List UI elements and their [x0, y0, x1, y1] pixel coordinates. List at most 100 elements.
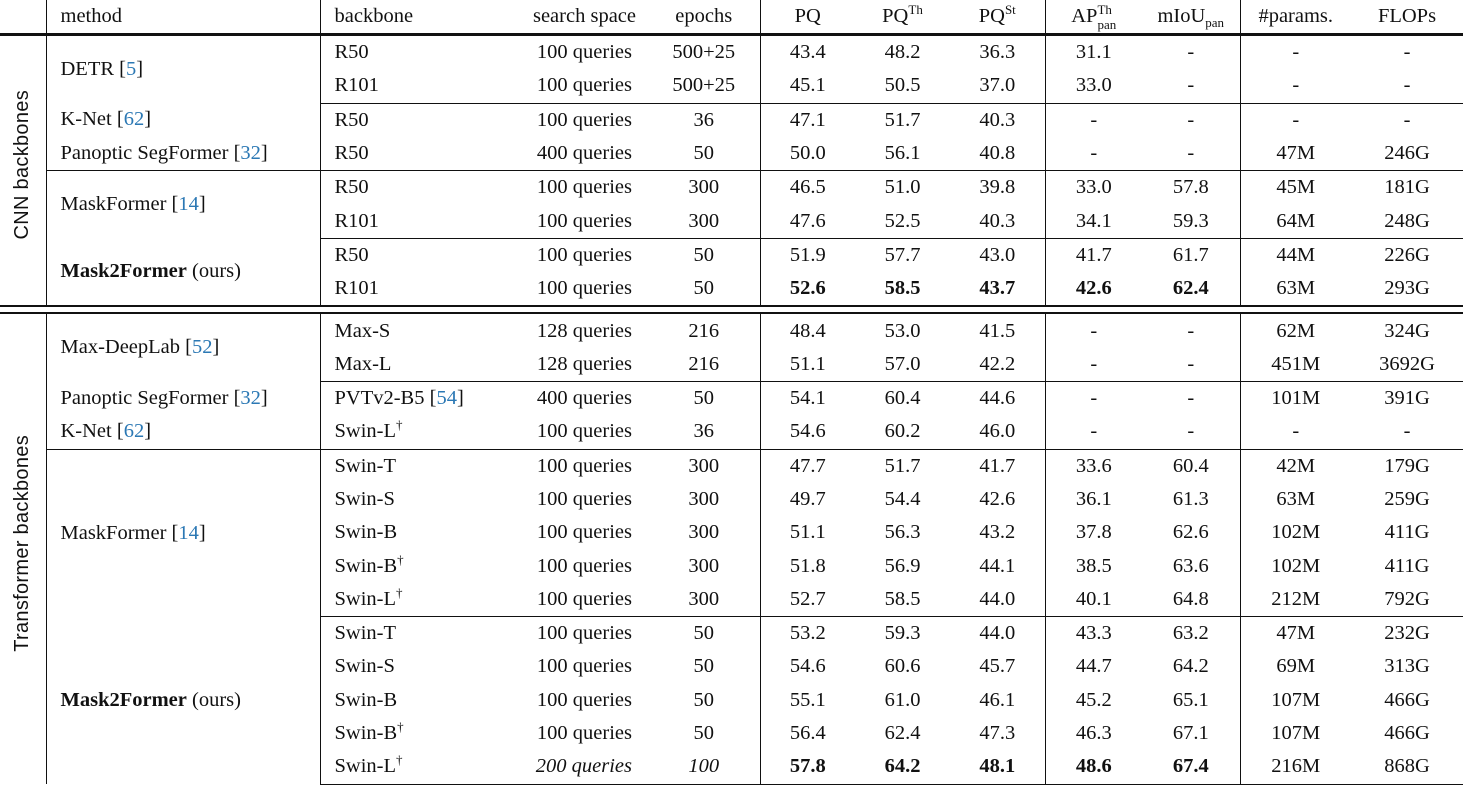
- citation-link[interactable]: 32: [240, 386, 261, 409]
- citation-link[interactable]: 54: [436, 387, 457, 410]
- search-space-cell: 128 queries: [536, 319, 632, 342]
- backbone-cell: Swin-S: [320, 483, 488, 516]
- flops-cell: 293G: [1351, 272, 1463, 307]
- backbone-name: R101: [334, 74, 379, 97]
- table-row: K-Net [62] R50 100 queries 36 47.1 51.7 40.3 - -…: [0, 103, 1463, 137]
- backbone-name: Swin-S: [334, 655, 395, 678]
- flops-cell: -: [1351, 415, 1463, 450]
- flops-cell: 3692G: [1351, 347, 1463, 382]
- table-row: Swin-B 100 queries 50 55.1 61.0 46.1 45.2 65.1 1…: [0, 683, 1463, 717]
- method-cell: K-Net [62]: [46, 415, 321, 450]
- citation-link[interactable]: 62: [123, 420, 145, 443]
- ap-cell: 45.2: [1075, 688, 1112, 711]
- search-space-cell: 100 queries: [488, 415, 648, 450]
- backbone-cell: Swin-S: [320, 650, 488, 683]
- citation-link[interactable]: 52: [191, 336, 213, 359]
- miou-cell: -: [1142, 415, 1241, 450]
- section-label-cell: Transformer backbones: [0, 313, 47, 785]
- backbone-cell: Max-S: [320, 313, 488, 347]
- epochs-cell: 36: [648, 103, 761, 137]
- backbone-cell: R101: [320, 69, 488, 104]
- epochs-cell: 300: [648, 582, 761, 618]
- miou-cell: 63.2: [1142, 616, 1241, 651]
- pq-cell: 49.7: [789, 488, 826, 510]
- backbone-name: R101: [334, 277, 379, 300]
- backbone-name: Swin-S: [334, 488, 395, 510]
- ap-sub: pan: [1097, 17, 1117, 33]
- pq-cell: 54.6: [760, 415, 855, 450]
- miou-cell: -: [1142, 136, 1241, 172]
- miou-cell: 63.6: [1142, 549, 1241, 583]
- pq-cell: 54.1: [789, 387, 826, 410]
- backbone-name: R50: [334, 142, 369, 165]
- epochs-cell: 50: [648, 716, 761, 751]
- method-cell: K-Net [62]: [46, 103, 321, 137]
- pq-th-cell: 51.7: [884, 454, 921, 477]
- params-cell: 107M: [1271, 722, 1321, 745]
- citation-link[interactable]: 5: [125, 58, 137, 81]
- params-cell: 64M: [1240, 204, 1351, 239]
- header-flops: FLOPs: [1351, 0, 1463, 36]
- backbone-name: Swin-T: [334, 454, 397, 477]
- pq-st-cell: 37.0: [950, 69, 1046, 104]
- epochs-cell: 300: [648, 482, 761, 517]
- citation-link[interactable]: 32: [240, 142, 261, 165]
- epochs-cell: 50: [648, 238, 761, 273]
- pq-th-cell: 54.4: [884, 488, 921, 510]
- params-cell: 44M: [1276, 243, 1316, 266]
- flops-cell: 259G: [1384, 488, 1430, 510]
- backbone-cell: Swin-L†: [320, 582, 488, 618]
- miou-cell: 64.2: [1142, 650, 1241, 684]
- params-cell: 63M: [1276, 488, 1316, 510]
- method-suffix: (ours): [192, 260, 241, 283]
- table-row: Max-L 128 queries 216 51.1 57.0 42.2- -451M 369…: [0, 347, 1463, 382]
- pq-st-cell: 44.1: [950, 549, 1046, 583]
- miou-cell: -: [1142, 347, 1241, 382]
- params-cell: 62M: [1276, 319, 1316, 342]
- pq-th-cell: 56.3: [884, 521, 921, 544]
- flops-cell: -: [1351, 69, 1463, 104]
- search-space-cell: 100 queries: [536, 688, 632, 711]
- pq-th-cell: 58.5: [855, 272, 950, 307]
- citation-link[interactable]: 14: [178, 521, 199, 544]
- pq-st-cell: 40.3: [950, 204, 1046, 239]
- search-space-cell: 400 queries: [536, 387, 632, 410]
- backbone-name: Swin-T: [334, 622, 397, 645]
- header-backbone: backbone: [320, 0, 488, 36]
- params-cell: 45M: [1276, 176, 1316, 199]
- ap-cell: 33.0: [1075, 176, 1112, 199]
- backbone-cell: Swin-L†: [320, 415, 488, 450]
- table-row: Swin-B† 100 queries 50 56.4 62.4 47.3 46.3 67.1…: [0, 716, 1463, 751]
- pq-cell: 54.6: [789, 655, 826, 678]
- flops-cell: 226G: [1384, 243, 1430, 266]
- method-cell: Mask2Former (ours): [46, 616, 321, 785]
- ap-cell: 37.8: [1075, 521, 1112, 544]
- ap-cell: 33.6: [1075, 454, 1112, 477]
- pq-st-cell: 43.7: [950, 272, 1046, 307]
- pq-st-cell: 43.2: [950, 516, 1046, 550]
- pq-st-cell: 45.7: [950, 650, 1046, 684]
- pq-th-cell: 51.7: [884, 108, 921, 131]
- method-name: Panoptic SegFormer: [60, 142, 229, 165]
- method-suffix: (ours): [192, 688, 241, 711]
- pq-cell: 43.4: [789, 41, 826, 64]
- pq-th-cell: 60.6: [884, 655, 921, 678]
- pq-th-cell: 56.1: [855, 136, 950, 172]
- flops-cell: 232G: [1384, 622, 1430, 645]
- flops-cell: 179G: [1384, 454, 1430, 477]
- citation-link[interactable]: 62: [123, 108, 145, 131]
- ap-cell: 46.3: [1075, 722, 1112, 745]
- epochs-cell: 50: [648, 381, 761, 416]
- pq-st-cell: 46.1: [950, 683, 1046, 717]
- pq-st-sup: St: [1004, 2, 1016, 18]
- method-name: DETR: [60, 58, 115, 81]
- ap-cell: 33.0: [1045, 69, 1142, 104]
- citation-link[interactable]: 14: [178, 193, 199, 216]
- backbone-cell: Max-L: [320, 347, 488, 382]
- table-body: CNN backbones DETR [5] R50 100 queries 500+2…: [0, 34, 1463, 785]
- backbone-cell: Swin-B: [320, 516, 488, 549]
- miou-cell: 65.1: [1142, 683, 1241, 717]
- pq-st-cell: 47.3: [950, 716, 1046, 751]
- table-row: K-Net [62] Swin-L† 100 queries 36 54.6 60.2 46…: [0, 415, 1463, 450]
- pq-cell: 47.1: [789, 108, 826, 131]
